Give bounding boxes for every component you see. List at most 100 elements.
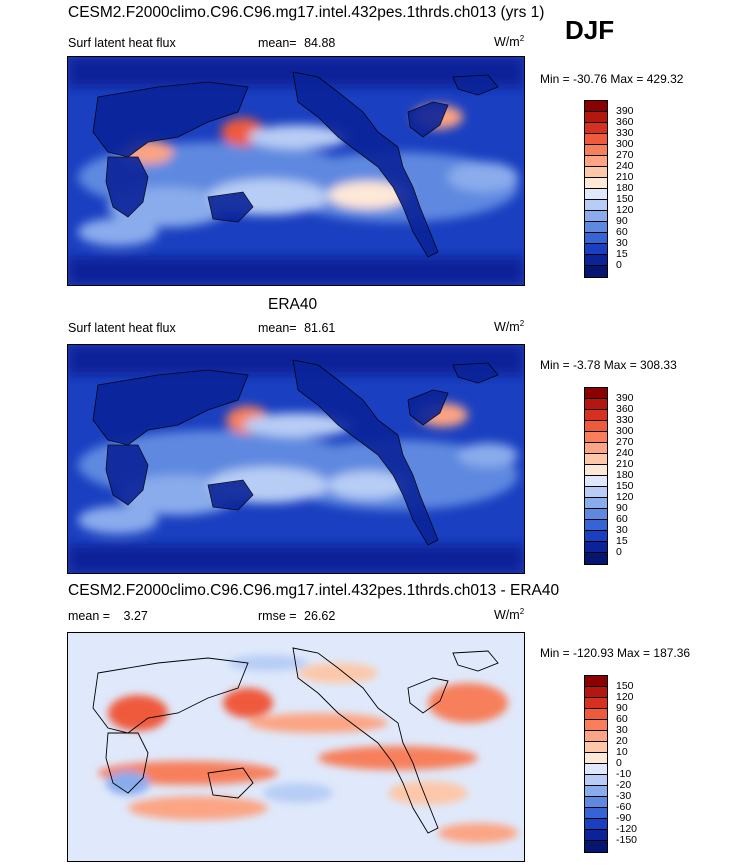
colorbar-label: 120 — [616, 491, 634, 503]
colorbar-swatch — [585, 189, 607, 200]
colorbar-swatch — [585, 465, 607, 476]
panel1-map — [67, 56, 525, 286]
colorbar-swatch — [585, 211, 607, 222]
colorbar-label: 150 — [616, 193, 634, 205]
panel2-mean-label: mean= — [258, 321, 297, 335]
colorbar-label: 90 — [616, 502, 628, 514]
colorbar-swatch — [585, 731, 607, 742]
panel3-map — [67, 632, 525, 862]
colorbar-swatch — [585, 399, 607, 410]
colorbar-swatch — [585, 167, 607, 178]
colorbar-swatch — [585, 808, 607, 819]
colorbar-swatch — [585, 200, 607, 211]
colorbar-label: 300 — [616, 425, 634, 437]
colorbar-label: 0 — [616, 546, 622, 558]
panel1-units-sup: 2 — [519, 34, 525, 43]
colorbar-swatch — [585, 775, 607, 786]
colorbar-swatch — [585, 764, 607, 775]
panel3-map-svg — [68, 633, 524, 861]
panel2-map-svg — [68, 345, 524, 573]
colorbar-swatch — [585, 531, 607, 542]
colorbar-swatch — [585, 443, 607, 454]
colorbar-label: 360 — [616, 116, 634, 128]
panel2-units: W/m2 — [494, 319, 524, 334]
panel2-mean-value: 81.61 — [304, 321, 336, 335]
colorbar-swatch — [585, 432, 607, 443]
colorbar-label: 240 — [616, 447, 634, 459]
colorbar-label: 150 — [616, 480, 634, 492]
colorbar-swatch — [585, 388, 607, 399]
colorbar-swatch — [585, 266, 607, 277]
panel2-title: ERA40 — [268, 296, 318, 313]
colorbar-label: 0 — [616, 259, 622, 271]
panel1-mean-value: 84.88 — [304, 36, 336, 50]
colorbar-swatch — [585, 244, 607, 255]
colorbar-label: 330 — [616, 127, 634, 139]
panel3-rmse: rmse = 26.62 — [258, 609, 335, 623]
colorbar-swatch — [585, 542, 607, 553]
panel2-units-text: W/m — [494, 320, 520, 335]
panel3-units-sup: 2 — [519, 607, 525, 616]
colorbar-label: 20 — [616, 735, 628, 747]
colorbar-label: 90 — [616, 702, 628, 714]
panel3-colorbar-swatches — [584, 675, 608, 853]
colorbar-swatch — [585, 134, 607, 145]
colorbar-label: 210 — [616, 458, 634, 470]
colorbar-swatch — [585, 476, 607, 487]
panel2-colorbar-swatches — [584, 387, 608, 565]
colorbar-label: 270 — [616, 436, 634, 448]
colorbar-swatch — [585, 178, 607, 189]
panel3-units: W/m2 — [494, 607, 524, 622]
colorbar-swatch — [585, 786, 607, 797]
panel1-mean: mean= 84.88 — [258, 36, 335, 50]
colorbar-label: 300 — [616, 138, 634, 150]
colorbar-label: 90 — [616, 215, 628, 227]
colorbar-swatch — [585, 145, 607, 156]
season-label: DJF — [565, 15, 615, 45]
colorbar-swatch — [585, 841, 607, 852]
panel2-units-sup: 2 — [519, 319, 525, 328]
panel1-units: W/m2 — [494, 34, 524, 49]
panel1-colorbar-swatches — [584, 100, 608, 278]
colorbar-label: 15 — [616, 248, 628, 260]
panel1-title: CESM2.F2000climo.C96.C96.mg17.intel.432p… — [68, 4, 545, 21]
colorbar-label: 180 — [616, 182, 634, 194]
colorbar-label: 15 — [616, 535, 628, 547]
colorbar-label: -60 — [616, 801, 632, 813]
colorbar-label: -90 — [616, 812, 632, 824]
panel2-field-label: Surf latent heat flux — [68, 321, 176, 335]
colorbar-swatch — [585, 720, 607, 731]
colorbar-label: 270 — [616, 149, 634, 161]
panel3-units-text: W/m — [494, 608, 520, 623]
colorbar-label: 210 — [616, 171, 634, 183]
colorbar-swatch — [585, 753, 607, 764]
colorbar-swatch — [585, 123, 607, 134]
colorbar-label: 120 — [616, 204, 634, 216]
colorbar-swatch — [585, 742, 607, 753]
colorbar-swatch — [585, 487, 607, 498]
panel3-mean: mean = 3.27 — [68, 609, 148, 623]
panel3-mean-value: 3.27 — [123, 609, 148, 623]
colorbar-swatch — [585, 421, 607, 432]
colorbar-swatch — [585, 709, 607, 720]
colorbar-label: 10 — [616, 746, 628, 758]
colorbar-swatch — [585, 101, 607, 112]
panel2-minmax: Min = -3.78 Max = 308.33 — [540, 358, 677, 372]
panel1-units-text: W/m — [494, 35, 520, 50]
colorbar-label: 60 — [616, 713, 628, 725]
colorbar-label: 30 — [616, 237, 628, 249]
colorbar-swatch — [585, 830, 607, 841]
panel1-mean-label: mean= — [258, 36, 297, 50]
colorbar-label: 390 — [616, 392, 634, 404]
panel1-map-svg — [68, 57, 524, 285]
colorbar-label: 150 — [616, 680, 634, 692]
colorbar-swatch — [585, 255, 607, 266]
colorbar-swatch — [585, 222, 607, 233]
colorbar-label: 390 — [616, 105, 634, 117]
panel3-rmse-value: 26.62 — [304, 609, 336, 623]
colorbar-label: 30 — [616, 724, 628, 736]
colorbar-swatch — [585, 454, 607, 465]
panel3-title: CESM2.F2000climo.C96.C96.mg17.intel.432p… — [68, 582, 560, 599]
panel1-field-label: Surf latent heat flux — [68, 36, 176, 50]
colorbar-label: 330 — [616, 414, 634, 426]
